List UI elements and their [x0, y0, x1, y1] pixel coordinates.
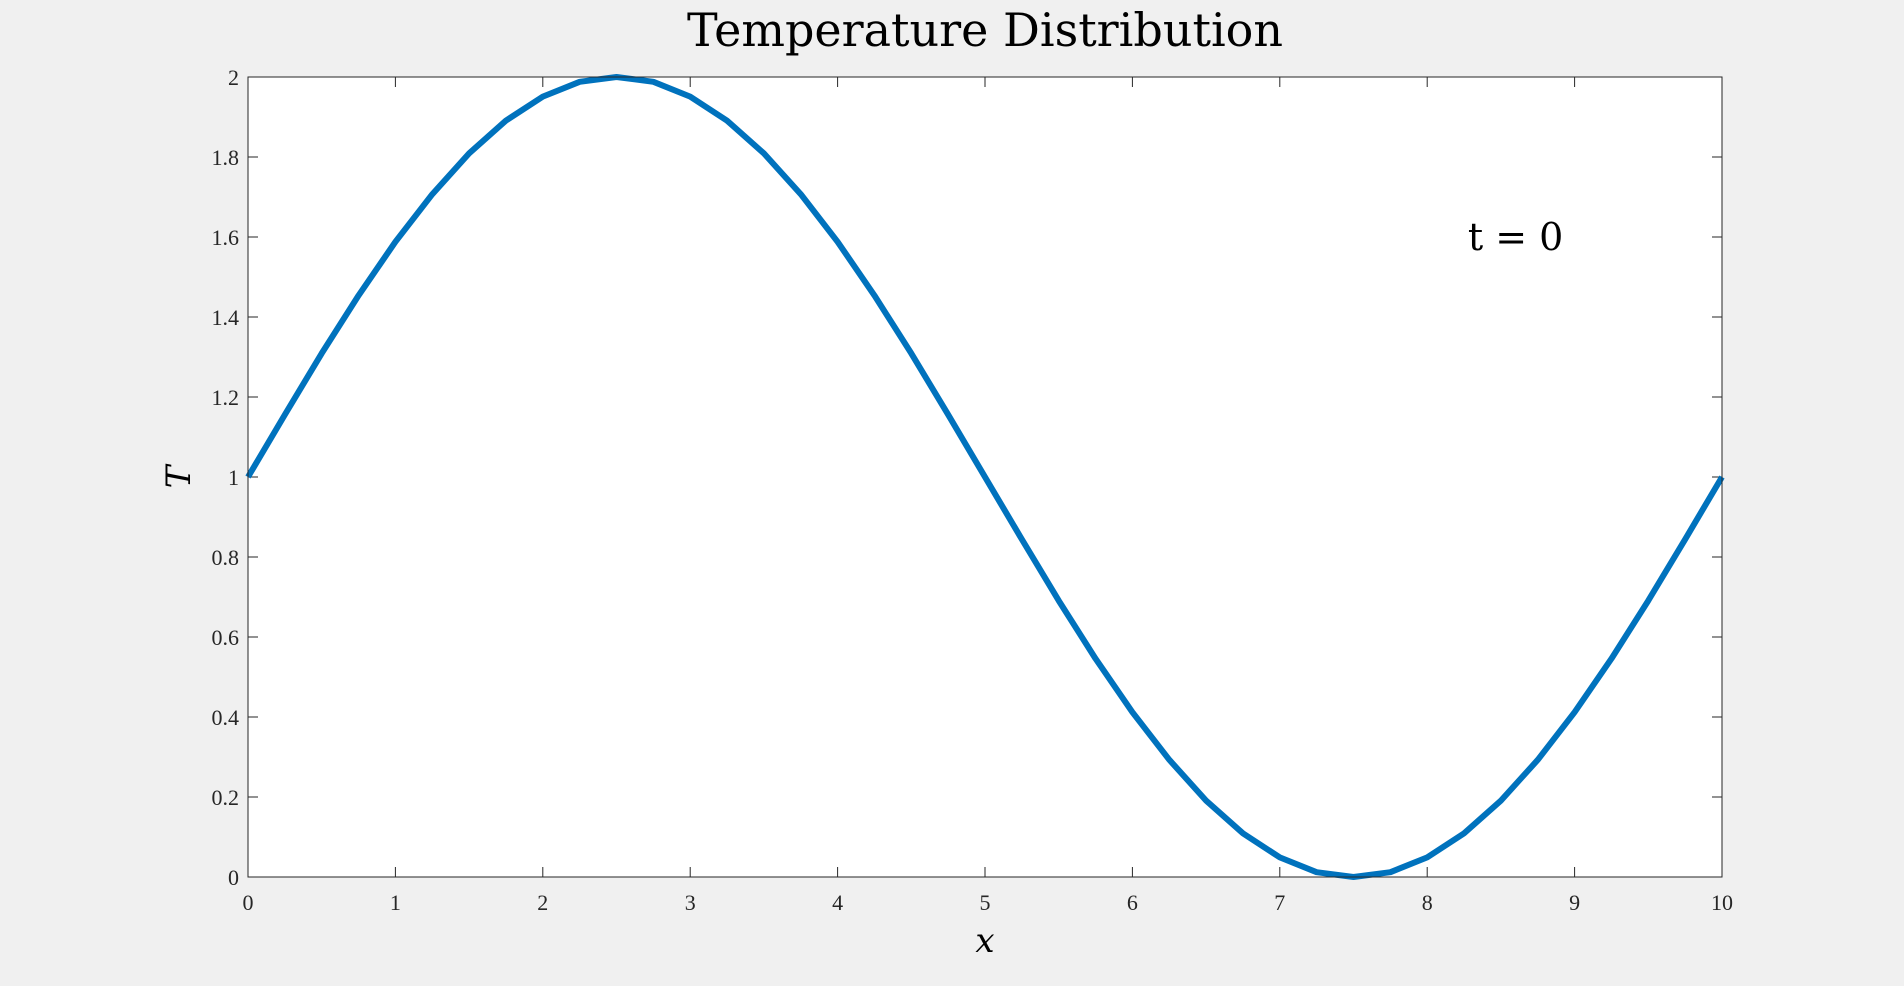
- y-tick-label: 1.8: [212, 145, 240, 170]
- chart-title: Temperature Distribution: [687, 3, 1283, 57]
- series-line-0: [245, 74, 1725, 880]
- y-tick-label: 0.6: [212, 625, 240, 650]
- x-tick-label: 7: [1274, 890, 1285, 915]
- x-tick-label: 1: [390, 890, 401, 915]
- x-tick-label: 6: [1127, 890, 1138, 915]
- x-tick-label: 0: [243, 890, 254, 915]
- tick-labels: 0 1 2 3 4 5 6 7 8 9 10 0 0.2 0.4 0.6 0.8 1 1.2 1.4 1.6 1.8 2: [212, 65, 1734, 915]
- y-tick-label: 1.4: [212, 305, 240, 330]
- x-tick-label: 10: [1711, 890, 1733, 915]
- y-tick-label: 1.2: [212, 385, 240, 410]
- y-axis-label: T: [159, 463, 199, 488]
- x-tick-label: 5: [980, 890, 991, 915]
- y-tick-label: 0.8: [212, 545, 240, 570]
- time-annotation: t = 0: [1468, 215, 1563, 259]
- x-tick-label: 4: [832, 890, 843, 915]
- x-tick-label: 9: [1569, 890, 1580, 915]
- y-tick-label: 0.4: [212, 705, 240, 730]
- x-axis-label: x: [975, 921, 994, 961]
- x-tick-label: 2: [537, 890, 548, 915]
- x-tick-label: 8: [1422, 890, 1433, 915]
- y-tick-label: 2: [228, 65, 239, 90]
- x-tick-label: 3: [685, 890, 696, 915]
- y-tick-label: 1.6: [212, 225, 240, 250]
- y-tick-label: 0.2: [212, 785, 240, 810]
- series-group: [245, 74, 1725, 880]
- y-tick-label: 1: [228, 465, 239, 490]
- plot-frame: [247, 76, 1723, 878]
- y-tick-label: 0: [228, 865, 239, 890]
